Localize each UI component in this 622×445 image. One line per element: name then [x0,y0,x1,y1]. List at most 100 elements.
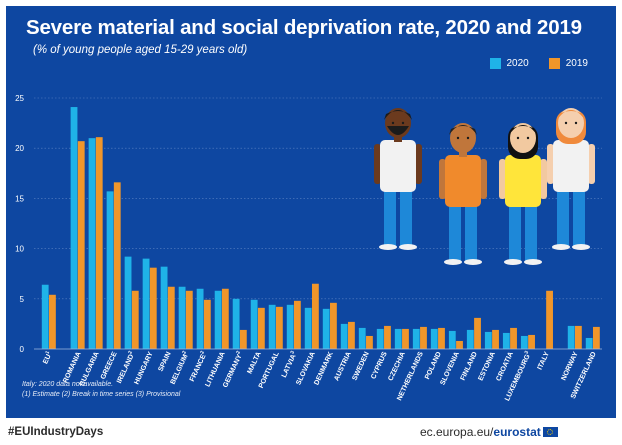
bar-2019 [293,300,301,349]
bar-2019 [528,334,535,349]
bar-2020 [250,299,258,349]
person-shirt [445,155,481,207]
x-tick-label: DENMARK [313,351,334,386]
bar-2019 [275,306,283,349]
legend-swatch-2020 [489,58,501,69]
y-tick-label: 10 [15,245,24,254]
bar-2020 [106,191,114,349]
person-head [558,108,584,138]
x-tick-label: SWEDEN [352,351,371,382]
person-icon [499,123,547,265]
person-shoe [379,244,397,250]
bar-2019 [402,328,409,349]
person-eye [466,136,470,140]
person-arm [415,144,422,184]
bar-2019 [574,325,582,349]
bar-2020 [502,332,510,349]
legend-item-2020: 2020 [489,58,529,69]
bar-2019 [77,141,85,349]
footer-site-prefix: ec.europa.eu/ [420,425,494,439]
chart-card: Severe material and social deprivation r… [6,6,616,418]
bar-2019 [113,182,121,349]
bar-2020 [430,328,438,349]
person-shirt [505,155,541,207]
bar-2019 [474,317,481,349]
bar-2020 [376,328,384,349]
bar-2019 [510,327,517,349]
person-leg [525,205,537,261]
person-icon [439,123,487,265]
bar-2019 [167,286,175,349]
person-leg [509,205,521,261]
footnote-line-2: (1) Estimate (2) Break in time series (3… [22,391,181,398]
bar-2020 [214,290,222,349]
person-arm [439,159,446,199]
bar-2020 [268,304,276,349]
person-eye [526,136,530,140]
footnotes: Italy: 2020 data not available. (1) Esti… [22,380,180,400]
x-tick-footnote-mark: 2 [235,350,242,355]
person-eye [456,136,460,140]
bar-2019 [348,321,355,349]
bar-2020 [358,327,366,349]
person-shirt [553,140,589,192]
chart-title: Severe material and social deprivation r… [26,16,582,39]
bar-2019 [384,325,391,349]
person-arm [588,144,595,184]
person-arm [540,159,547,199]
x-tick-label: EU1 [40,350,54,365]
x-tick-label: FINLAND [460,351,479,382]
footer-source[interactable]: ec.europa.eu/eurostat [420,425,558,439]
person-leg [449,205,461,261]
person-eye [391,121,395,125]
bar-2020 [304,307,312,349]
bar-2019 [492,329,499,349]
bar-2020 [41,284,49,349]
bar-2019 [49,294,56,349]
person-shoe [524,259,542,265]
x-tick-label: SLOVENIA [439,351,460,386]
legend-label-2020: 2020 [506,58,529,69]
legend-item-2019: 2019 [548,58,588,69]
bar-2019 [221,288,229,349]
footer-hashtag: #EUIndustryDays [8,426,104,438]
bar-2020 [484,331,492,349]
bar-2019 [149,267,157,349]
x-tick-label: NORWAY [560,351,579,382]
bar-2019 [366,335,373,349]
y-tick-label: 25 [15,94,24,103]
x-tick-footnote-mark: 2 [127,350,134,355]
person-head [510,123,536,153]
bar-2019 [330,302,337,349]
x-tick-label: CROATIA [495,351,515,382]
bar-2020 [286,304,294,349]
bar-2019 [203,299,211,349]
person-arm [480,159,487,199]
bar-2020 [70,107,78,349]
person-icon [547,108,595,250]
bar-2020 [466,329,474,349]
person-shoe [572,244,590,250]
y-tick-label: 0 [20,345,25,354]
bar-2019 [438,327,445,349]
chart-legend: 2020 2019 [489,58,588,69]
y-tick-label: 20 [15,144,24,153]
person-leg [384,190,396,246]
bar-2020 [394,328,402,349]
bar-2019 [185,290,193,349]
person-shoe [399,244,417,250]
y-tick-label: 5 [20,295,25,304]
person-eye [401,121,405,125]
bar-2020 [448,330,456,349]
bar-2020 [520,335,528,349]
x-tick-label: CZECHIA [387,351,406,382]
person-leg [557,190,569,246]
person-shoe [504,259,522,265]
bar-2020 [160,266,168,349]
bar-2019 [95,137,103,349]
bar-2020 [585,337,593,349]
person-head [450,123,476,153]
bar-2020 [322,308,330,349]
bar-2019 [131,290,139,349]
eu-flag-icon [542,427,558,437]
